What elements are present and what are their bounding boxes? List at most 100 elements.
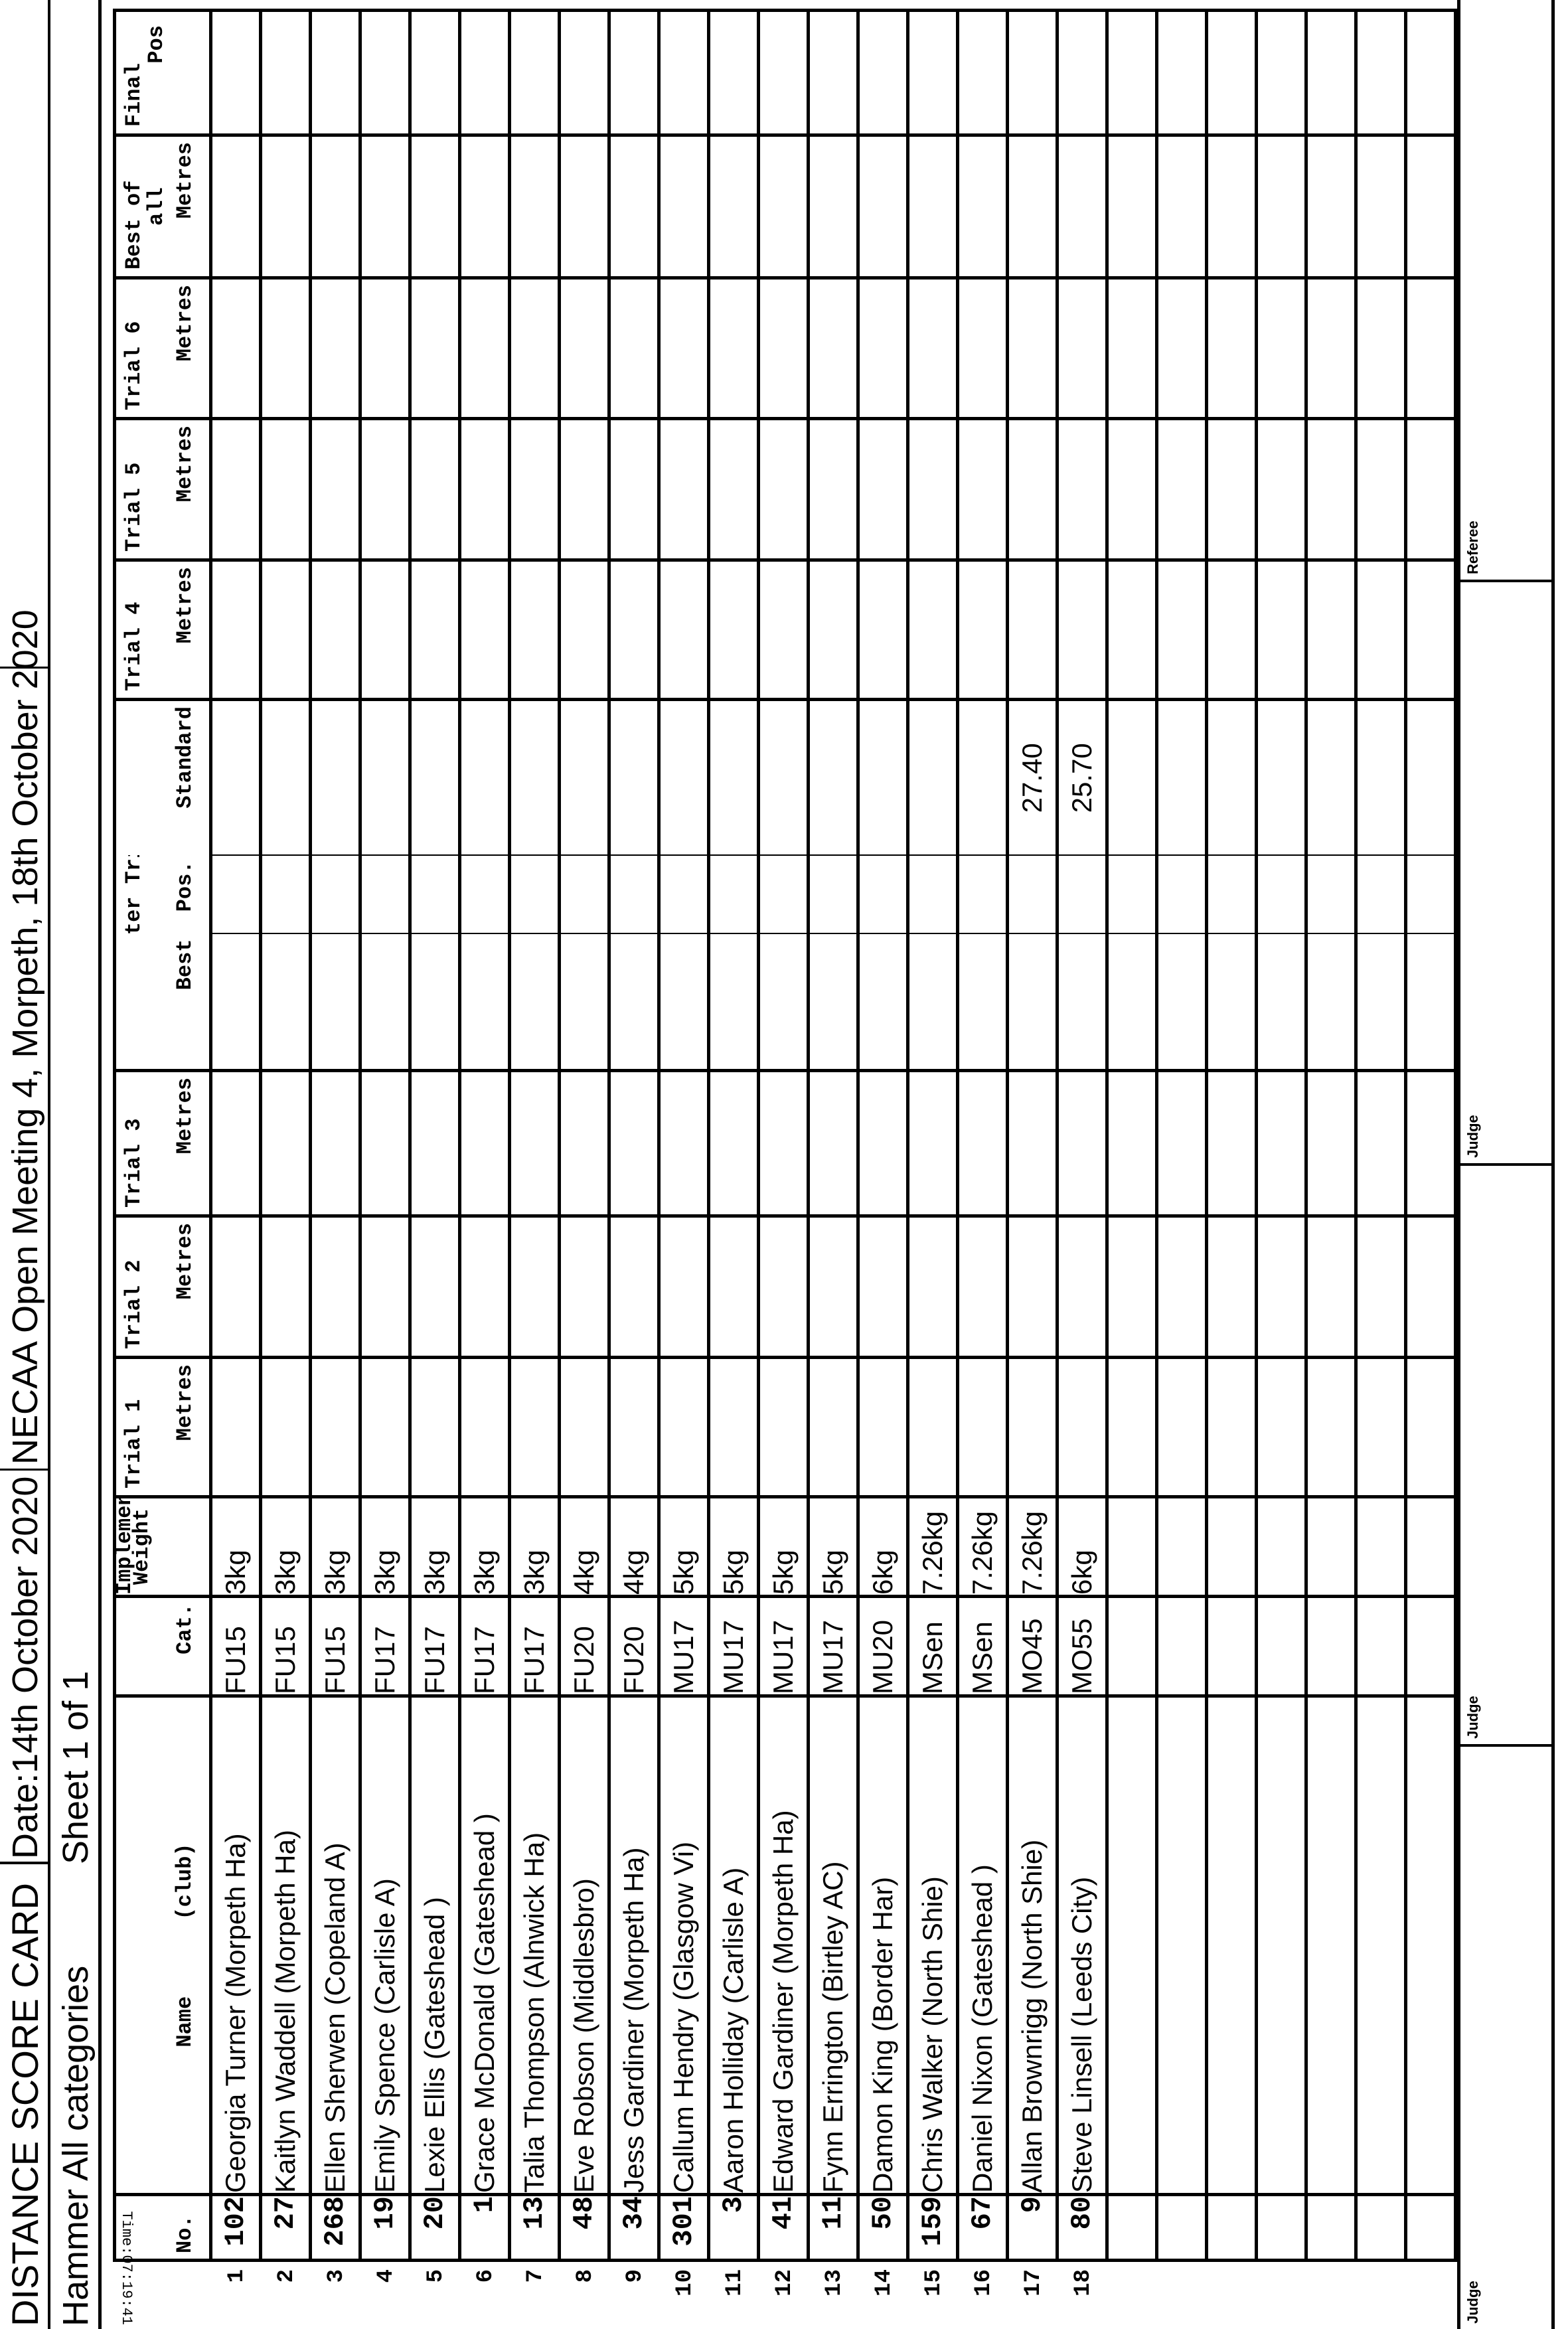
- trial-3-cell[interactable]: [410, 1070, 460, 1216]
- trial-1-cell[interactable]: [609, 1357, 659, 1497]
- trial-6-cell[interactable]: [659, 278, 709, 419]
- after-best-cell[interactable]: [609, 933, 659, 1071]
- trial-3-cell[interactable]: [1107, 1070, 1157, 1216]
- final-pos-cell[interactable]: [1107, 10, 1157, 135]
- trial-4-cell[interactable]: [708, 560, 759, 700]
- trial-3-cell[interactable]: [260, 1070, 311, 1216]
- trial-1-cell[interactable]: [1206, 1357, 1257, 1497]
- trial-6-cell[interactable]: [509, 278, 560, 419]
- trial-2-cell[interactable]: [559, 1216, 609, 1358]
- final-pos-cell[interactable]: [907, 10, 958, 135]
- trial-6-cell[interactable]: [1405, 278, 1456, 419]
- trial-2-cell[interactable]: [957, 1216, 1008, 1358]
- trial-2-cell[interactable]: [1256, 1216, 1306, 1358]
- trial-6-cell[interactable]: [1007, 278, 1058, 419]
- after-best-cell[interactable]: [758, 933, 809, 1071]
- final-pos-cell[interactable]: [260, 10, 311, 135]
- best-of-all-cell[interactable]: [659, 135, 709, 278]
- category[interactable]: [1156, 1596, 1207, 1696]
- after-best-cell[interactable]: [310, 933, 360, 1071]
- standard-cell[interactable]: [1256, 699, 1306, 856]
- best-of-all-cell[interactable]: [609, 135, 659, 278]
- after-pos-cell[interactable]: [509, 855, 560, 934]
- trial-4-cell[interactable]: [1156, 560, 1207, 700]
- after-pos-cell[interactable]: [1405, 855, 1456, 934]
- trial-6-cell[interactable]: [708, 278, 759, 419]
- athlete-name[interactable]: [1356, 1696, 1406, 2195]
- trial-5-cell[interactable]: [708, 418, 759, 560]
- trial-2-cell[interactable]: [1206, 1216, 1257, 1358]
- athlete-name[interactable]: [1306, 1696, 1356, 2195]
- trial-4-cell[interactable]: [210, 560, 261, 700]
- after-best-cell[interactable]: [1306, 933, 1356, 1071]
- trial-2-cell[interactable]: [1306, 1216, 1356, 1358]
- trial-6-cell[interactable]: [1356, 278, 1406, 419]
- trial-1-cell[interactable]: [659, 1357, 709, 1497]
- implement-weight[interactable]: [1107, 1496, 1157, 1597]
- implement-weight[interactable]: [1206, 1496, 1257, 1597]
- trial-3-cell[interactable]: [808, 1070, 858, 1216]
- best-of-all-cell[interactable]: [708, 135, 759, 278]
- athlete-number[interactable]: [1356, 2194, 1406, 2261]
- trial-1-cell[interactable]: [858, 1357, 908, 1497]
- trial-4-cell[interactable]: [509, 560, 560, 700]
- best-of-all-cell[interactable]: [509, 135, 560, 278]
- trial-6-cell[interactable]: [310, 278, 360, 419]
- athlete-number[interactable]: [1256, 2194, 1306, 2261]
- standard-cell[interactable]: [1206, 699, 1257, 856]
- after-best-cell[interactable]: [1156, 933, 1207, 1071]
- trial-2-cell[interactable]: [1107, 1216, 1157, 1358]
- official-signature-box[interactable]: Judge: [1460, 1163, 1551, 1747]
- after-best-cell[interactable]: [1007, 933, 1058, 1071]
- trial-3-cell[interactable]: [858, 1070, 908, 1216]
- trial-1-cell[interactable]: [509, 1357, 560, 1497]
- trial-2-cell[interactable]: [459, 1216, 510, 1358]
- athlete-number[interactable]: [1206, 2194, 1257, 2261]
- trial-5-cell[interactable]: [210, 418, 261, 560]
- best-of-all-cell[interactable]: [1256, 135, 1306, 278]
- after-pos-cell[interactable]: [1156, 855, 1207, 934]
- trial-6-cell[interactable]: [360, 278, 410, 419]
- trial-5-cell[interactable]: [1405, 418, 1456, 560]
- standard-cell[interactable]: [1356, 699, 1406, 856]
- trial-2-cell[interactable]: [260, 1216, 311, 1358]
- trial-6-cell[interactable]: [758, 278, 809, 419]
- after-best-cell[interactable]: [858, 933, 908, 1071]
- athlete-name[interactable]: [1256, 1696, 1306, 2195]
- best-of-all-cell[interactable]: [1007, 135, 1058, 278]
- after-pos-cell[interactable]: [1057, 855, 1107, 934]
- category[interactable]: [1206, 1596, 1257, 1696]
- standard-cell[interactable]: [1156, 699, 1207, 856]
- trial-6-cell[interactable]: [609, 278, 659, 419]
- after-best-cell[interactable]: [410, 933, 460, 1071]
- trial-1-cell[interactable]: [360, 1357, 410, 1497]
- after-pos-cell[interactable]: [1007, 855, 1058, 934]
- trial-5-cell[interactable]: [609, 418, 659, 560]
- trial-1-cell[interactable]: [260, 1357, 311, 1497]
- after-pos-cell[interactable]: [559, 855, 609, 934]
- trial-4-cell[interactable]: [459, 560, 510, 700]
- best-of-all-cell[interactable]: [210, 135, 261, 278]
- trial-5-cell[interactable]: [1206, 418, 1257, 560]
- best-of-all-cell[interactable]: [808, 135, 858, 278]
- trial-3-cell[interactable]: [210, 1070, 261, 1216]
- after-pos-cell[interactable]: [360, 855, 410, 934]
- trial-3-cell[interactable]: [1206, 1070, 1257, 1216]
- athlete-number[interactable]: [1156, 2194, 1207, 2261]
- trial-4-cell[interactable]: [1356, 560, 1406, 700]
- trial-5-cell[interactable]: [659, 418, 709, 560]
- trial-4-cell[interactable]: [1405, 560, 1456, 700]
- trial-3-cell[interactable]: [1306, 1070, 1356, 1216]
- trial-5-cell[interactable]: [758, 418, 809, 560]
- after-pos-cell[interactable]: [708, 855, 759, 934]
- trial-4-cell[interactable]: [1057, 560, 1107, 700]
- final-pos-cell[interactable]: [609, 10, 659, 135]
- final-pos-cell[interactable]: [1007, 10, 1058, 135]
- trial-2-cell[interactable]: [410, 1216, 460, 1358]
- final-pos-cell[interactable]: [559, 10, 609, 135]
- trial-3-cell[interactable]: [1356, 1070, 1406, 1216]
- implement-weight[interactable]: [1156, 1496, 1207, 1597]
- best-of-all-cell[interactable]: [260, 135, 311, 278]
- trial-3-cell[interactable]: [1405, 1070, 1456, 1216]
- after-pos-cell[interactable]: [1356, 855, 1406, 934]
